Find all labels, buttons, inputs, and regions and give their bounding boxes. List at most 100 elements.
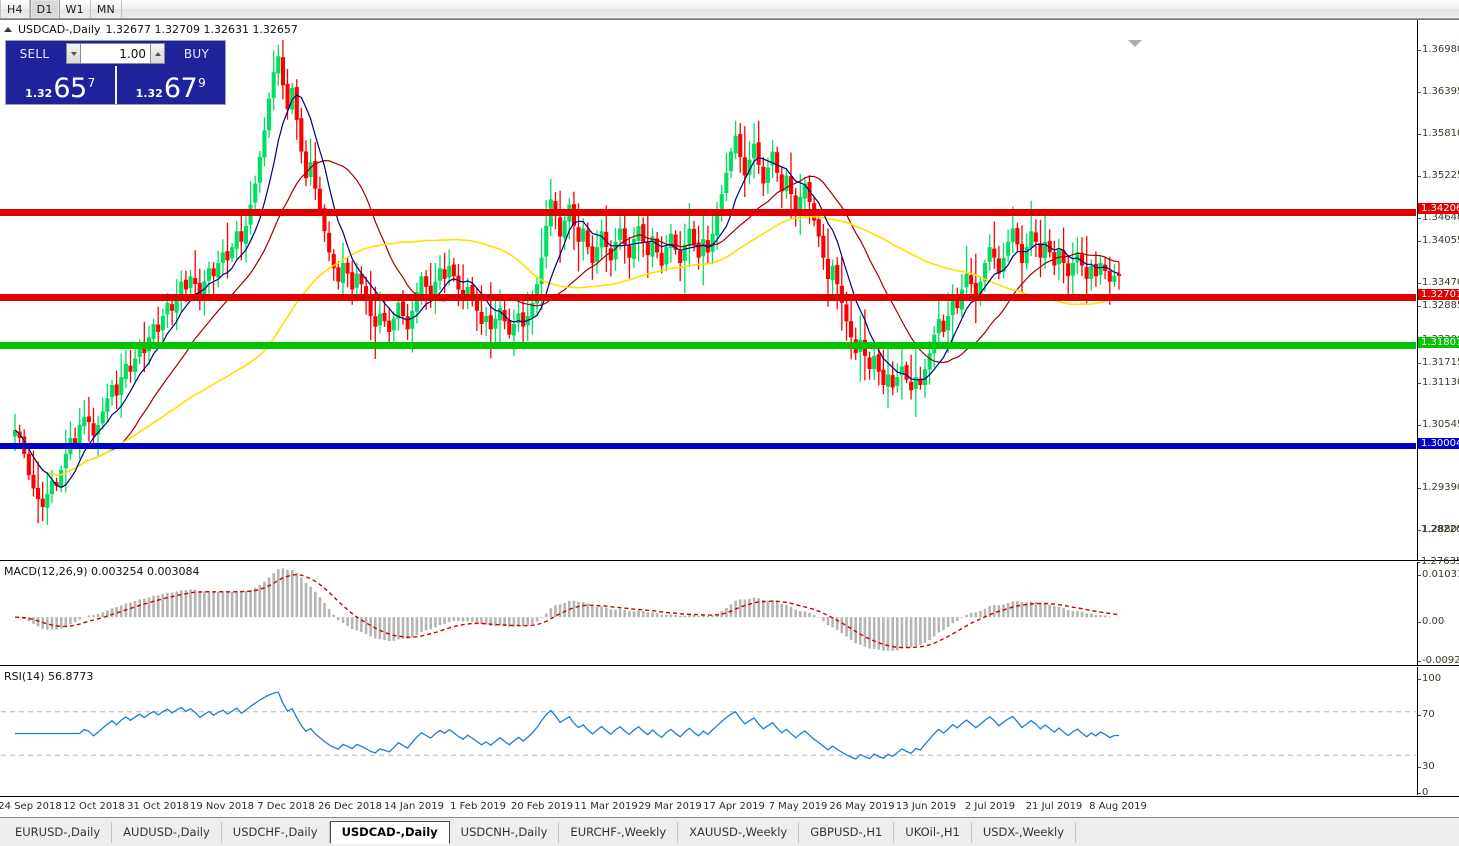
chart-tab-gbpusdh1[interactable]: GBPUSD-,H1 <box>799 821 895 843</box>
level-line-resistance-upper[interactable] <box>0 209 1416 216</box>
chart-tab-label: EURCHF-,Weekly <box>570 825 667 839</box>
volume-decrement-button[interactable] <box>66 43 81 64</box>
volume-stepper[interactable]: 1.00 <box>63 41 168 66</box>
price-axis[interactable]: 1.36980 1.36395 1.35810 1.35225 1.34640 … <box>1417 20 1459 561</box>
chart-tab-label: EURUSD-,Daily <box>15 825 101 839</box>
ask-price-fraction: 9 <box>198 76 206 90</box>
date-tick: 13 Jun 2019 <box>895 801 957 812</box>
chart-tab-label: USDCNH-,Daily <box>460 825 548 839</box>
price-tick: 1.36980 <box>1417 44 1459 55</box>
price-pane[interactable]: USDCAD-,Daily 1.32677 1.32709 1.32631 1.… <box>0 20 1459 567</box>
rsi-tick: 30 <box>1418 761 1435 772</box>
buy-button[interactable]: BUY <box>168 41 225 66</box>
bid-price-fraction: 7 <box>87 76 96 90</box>
date-tick: 20 Feb 2019 <box>510 801 574 812</box>
chart-tab-label: AUDUSD-,Daily <box>123 825 210 839</box>
ask-price-display[interactable]: 1.32 67 9 <box>116 66 225 104</box>
volume-input[interactable]: 1.00 <box>81 43 150 64</box>
buy-button-label: BUY <box>183 46 210 61</box>
timeframe-d1[interactable]: D1 <box>29 0 60 18</box>
volume-increment-button[interactable] <box>150 43 165 64</box>
chart-tab-usdchfdaily[interactable]: USDCHF-,Daily <box>222 821 330 843</box>
trade-panel-top-row: SELL 1.00 BUY <box>6 41 225 66</box>
macd-plot-area[interactable] <box>1 562 1416 665</box>
date-tick: 24 Sep 2018 <box>0 801 62 812</box>
timeframe-h4-label: H4 <box>7 2 23 16</box>
macd-pane[interactable]: MACD(12,26,9) 0.003254 0.003084 0.010311… <box>0 562 1459 666</box>
date-tick: 2 Jul 2019 <box>964 801 1016 812</box>
date-tick: 31 Oct 2018 <box>127 801 189 812</box>
macd-tick: 0.00 <box>1417 616 1445 627</box>
rsi-svg <box>1 691 1416 760</box>
date-tick: 1 Feb 2019 <box>450 801 506 812</box>
rsi-axis[interactable]: 100 70 30 0 <box>1417 667 1459 798</box>
trade-panel-prices-row: 1.32 65 7 1.32 67 9 <box>6 66 225 104</box>
timeframe-w1-label: W1 <box>65 2 84 16</box>
level-line-support-green[interactable] <box>0 342 1416 349</box>
macd-tick: 0.010311 <box>1418 569 1459 580</box>
macd-label: MACD(12,26,9) 0.003254 0.003084 <box>4 565 200 578</box>
price-tick: 1.33470 <box>1417 277 1459 288</box>
chart-scroll-marker-icon[interactable] <box>1128 40 1142 47</box>
timeframe-toolbar: H4 D1 W1 MN <box>0 0 1459 19</box>
date-tick: 26 Dec 2018 <box>318 801 382 812</box>
date-tick: 7 May 2019 <box>768 801 828 812</box>
date-axis[interactable]: 24 Sep 2018 12 Oct 2018 31 Oct 2018 19 Nov … <box>0 796 1459 817</box>
rsi-plot-area[interactable] <box>1 667 1416 795</box>
timeframe-mn[interactable]: MN <box>91 0 122 18</box>
chart-tab-label: XAUUSD-,Weekly <box>689 825 788 839</box>
price-tick: 1.34055 <box>1417 235 1459 246</box>
chevron-up-icon <box>154 51 161 56</box>
price-tick: 1.28220 <box>1416 524 1459 535</box>
chart-tab-audusddaily[interactable]: AUDUSD-,Daily <box>112 821 222 843</box>
toolbar-filler <box>122 0 1459 18</box>
chevron-down-icon <box>70 51 77 56</box>
macd-tick: -0.00920 <box>1418 655 1459 666</box>
date-tick: 8 Aug 2019 <box>1089 801 1147 812</box>
chart-tab-label: UKOil-,H1 <box>905 825 960 839</box>
chart-symbol-label: USDCAD-,Daily <box>18 23 101 36</box>
level-line-resistance-mid[interactable] <box>0 294 1416 301</box>
price-chip-support-green[interactable]: 1.31801 <box>1418 337 1459 348</box>
sell-button-label: SELL <box>19 46 50 61</box>
price-chip-resistance-mid[interactable]: 1.32701 <box>1418 289 1459 300</box>
date-tick: 17 Apr 2019 <box>703 801 765 812</box>
sell-button[interactable]: SELL <box>6 41 63 66</box>
ask-price-integer: 1.32 <box>135 87 163 100</box>
chart-tab-label: USDX-,Weekly <box>982 825 1065 839</box>
date-tick: 11 Mar 2019 <box>574 801 638 812</box>
price-tick: 1.36395 <box>1417 86 1459 97</box>
chart-tab-usdcaddaily[interactable]: USDCAD-,Daily <box>329 820 450 844</box>
chart-tab-label: GBPUSD-,H1 <box>810 825 883 839</box>
chart-tab-eurchfweekly[interactable]: EURCHF-,Weekly <box>559 821 679 843</box>
price-chip-resistance-upper[interactable]: 1.34206 <box>1418 203 1459 214</box>
rsi-pane[interactable]: RSI(14) 56.8773 100 70 30 0 <box>0 667 1459 798</box>
price-plot-area[interactable] <box>1 40 1416 560</box>
level-line-support-blue[interactable] <box>0 443 1416 449</box>
triangle-up-icon[interactable] <box>4 27 12 32</box>
timeframe-h4[interactable]: H4 <box>0 0 30 18</box>
price-tick: 1.27635 <box>1416 556 1459 567</box>
price-tick: 1.31715 <box>1417 357 1459 368</box>
chart-tab-usdcnhdaily[interactable]: USDCNH-,Daily <box>450 821 560 843</box>
price-tick: 1.31130 <box>1417 377 1459 388</box>
macd-axis[interactable]: 0.010311 0.00 -0.00920 <box>1417 562 1459 666</box>
price-tick: 1.35810 <box>1417 128 1459 139</box>
bid-price-display[interactable]: 1.32 65 7 <box>6 66 115 104</box>
price-tick: 1.29390 <box>1417 482 1459 493</box>
timeframe-w1[interactable]: W1 <box>60 0 91 18</box>
rsi-label: RSI(14) 56.8773 <box>4 670 94 683</box>
date-tick: 19 Nov 2018 <box>189 801 255 812</box>
chart-tab-eurusddaily[interactable]: EURUSD-,Daily <box>4 821 113 843</box>
macd-svg <box>14 568 1121 651</box>
date-tick: 7 Dec 2018 <box>257 801 315 812</box>
price-tick: 1.35225 <box>1417 170 1459 181</box>
chart-tab-xauusdweekly[interactable]: XAUUSD-,Weekly <box>678 821 800 843</box>
one-click-trade-panel[interactable]: SELL 1.00 BUY 1.32 65 7 1.32 <box>5 40 226 105</box>
price-chip-support-blue[interactable]: 1.30004 <box>1418 438 1459 449</box>
chart-tab-ukoilh1[interactable]: UKOil-,H1 <box>894 821 972 843</box>
ask-price-pips: 67 <box>163 73 198 104</box>
chart-tab-usdxweekly[interactable]: USDX-,Weekly <box>972 821 1077 843</box>
timeframe-d1-label: D1 <box>36 2 53 16</box>
